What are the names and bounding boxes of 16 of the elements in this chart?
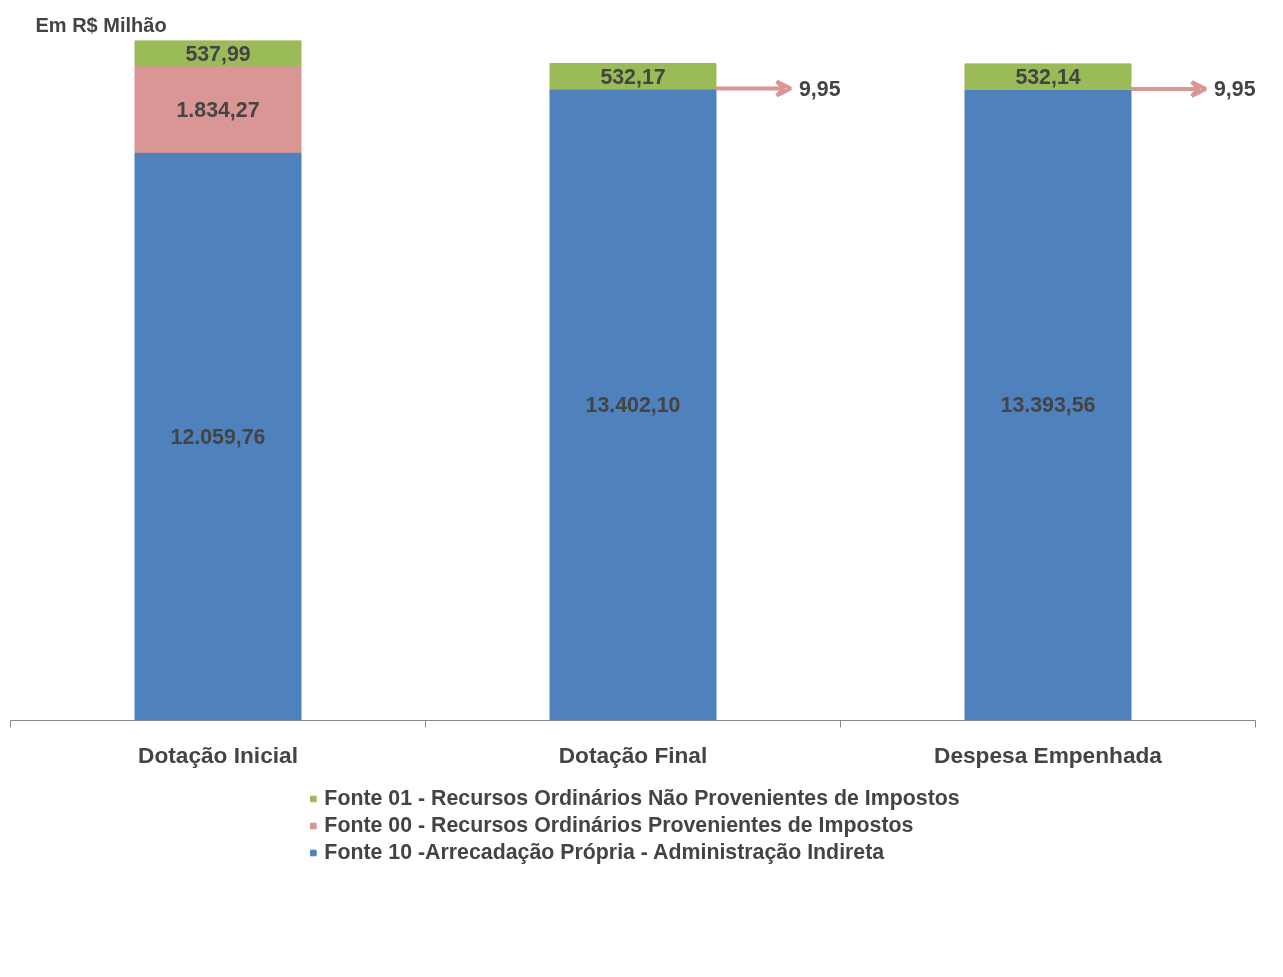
data-label: 537,99 xyxy=(185,41,251,66)
legend-label: Fonte 01 - Recursos Ordinários Não Provenientes de Impostos xyxy=(324,785,960,811)
data-label: 12.059,76 xyxy=(170,424,266,449)
x-tick-label: Despesa Empenhada xyxy=(934,741,1163,768)
data-label: 13.402,10 xyxy=(585,393,681,418)
legend-label: Fonte 10 -Arrecadação Própria - Administração Indireta xyxy=(324,839,885,865)
data-label: 1.834,27 xyxy=(176,97,260,122)
x-tick-label: Dotação Final xyxy=(558,741,708,768)
data-label: 13.393,56 xyxy=(1000,393,1096,418)
data-label: 9,95 xyxy=(1214,77,1256,102)
legend-label: Fonte 00 - Recursos Ordinários Provenientes de Impostos xyxy=(324,812,914,838)
data-label: 532,14 xyxy=(1015,64,1081,89)
chart-title: Em R$ Milhão xyxy=(35,13,167,36)
data-label: 9,95 xyxy=(799,77,841,102)
data-label: 532,17 xyxy=(600,64,666,89)
x-tick-label: Dotação Inicial xyxy=(138,741,298,768)
